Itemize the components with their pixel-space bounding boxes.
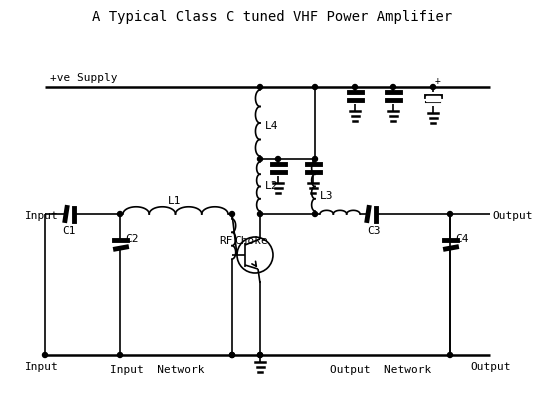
Circle shape: [118, 212, 123, 216]
Circle shape: [229, 212, 234, 216]
Text: Input: Input: [25, 211, 59, 221]
Text: Output: Output: [470, 362, 511, 372]
Circle shape: [312, 212, 318, 216]
Circle shape: [276, 156, 281, 162]
Text: Output: Output: [492, 211, 532, 221]
Bar: [426, 96, 440, 101]
Text: Output  Network: Output Network: [330, 365, 431, 375]
Circle shape: [391, 85, 396, 89]
Circle shape: [447, 212, 452, 216]
Circle shape: [447, 353, 452, 358]
Circle shape: [257, 156, 263, 162]
Text: L1: L1: [167, 196, 181, 206]
Circle shape: [118, 353, 123, 358]
Text: L3: L3: [320, 191, 334, 201]
Text: Input: Input: [25, 362, 59, 372]
Circle shape: [43, 353, 47, 358]
Text: +: +: [435, 76, 441, 86]
Text: Choke: Choke: [234, 236, 268, 246]
Circle shape: [257, 353, 263, 358]
Text: C1: C1: [62, 226, 76, 236]
Text: L2: L2: [265, 181, 278, 191]
Circle shape: [257, 212, 263, 216]
Text: C3: C3: [367, 226, 380, 236]
Text: C4: C4: [455, 234, 469, 244]
Text: Input  Network: Input Network: [110, 365, 204, 375]
Circle shape: [257, 353, 263, 358]
Circle shape: [431, 85, 435, 89]
Circle shape: [353, 85, 358, 89]
Circle shape: [312, 156, 318, 162]
Circle shape: [229, 353, 234, 358]
Circle shape: [229, 353, 234, 358]
Text: +ve Supply: +ve Supply: [50, 73, 118, 83]
Circle shape: [257, 85, 263, 89]
Text: L4: L4: [265, 121, 278, 131]
Text: C2: C2: [125, 234, 138, 244]
Circle shape: [312, 85, 318, 89]
Text: A Typical Class C tuned VHF Power Amplifier: A Typical Class C tuned VHF Power Amplif…: [92, 10, 452, 24]
Text: RF: RF: [219, 236, 233, 246]
